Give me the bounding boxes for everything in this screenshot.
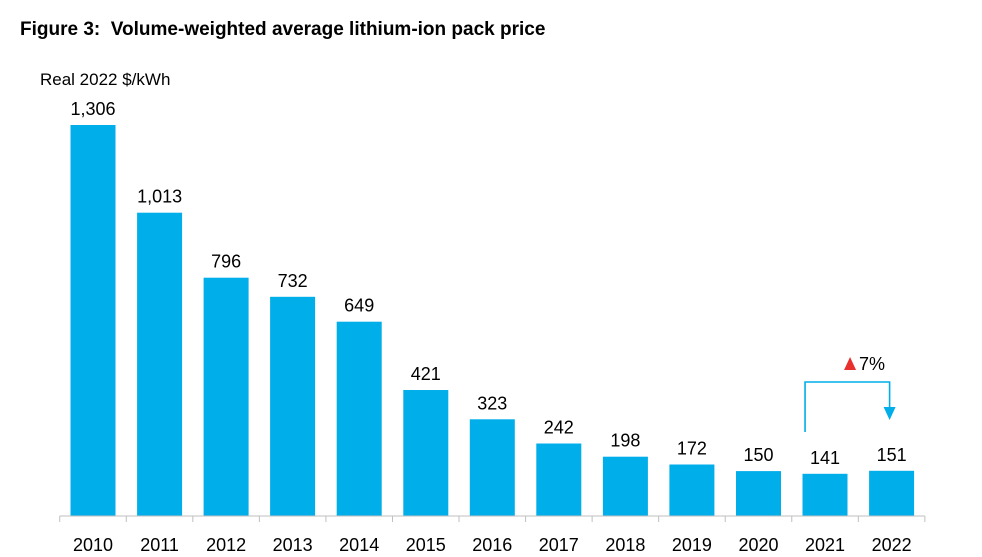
- value-label-2011: 1,013: [137, 187, 182, 207]
- bar-2011: [137, 212, 183, 516]
- x-tick-label-2019: 2019: [672, 535, 712, 555]
- bar-2014: [336, 321, 382, 516]
- bar-2010: [70, 125, 116, 516]
- value-label-2021: 141: [810, 448, 840, 468]
- x-tick-label-2017: 2017: [539, 535, 579, 555]
- value-label-2015: 421: [411, 364, 441, 384]
- value-label-2019: 172: [677, 439, 707, 459]
- bar-2015: [403, 390, 449, 516]
- value-labels-group: 1,306 1,013 796 732 649 421 323 242 198 172 150 141…: [70, 99, 906, 468]
- x-tick-label-2020: 2020: [738, 535, 778, 555]
- change-percent-label: 7%: [859, 354, 885, 374]
- bar-2017: [536, 443, 582, 516]
- x-tick-label-2010: 2010: [73, 535, 113, 555]
- chart-title: Figure 3: Volume-weighted average lithiu…: [20, 19, 546, 40]
- value-label-2013: 732: [278, 271, 308, 291]
- change-annotation: 7%: [804, 354, 896, 432]
- arrow-down-icon: [883, 407, 896, 420]
- y-axis-unit-label: Real 2022 $/kWh: [40, 70, 171, 89]
- x-tick-label-2022: 2022: [872, 535, 912, 555]
- change-bracket-line: [804, 381, 891, 432]
- bar-2013: [270, 296, 316, 516]
- value-label-2022: 151: [877, 445, 907, 465]
- bars-group: [70, 125, 915, 516]
- value-label-2020: 150: [743, 445, 773, 465]
- x-tick-label-2018: 2018: [605, 535, 645, 555]
- value-label-2012: 796: [211, 252, 241, 272]
- value-label-2017: 242: [544, 418, 574, 438]
- x-tick-label-2015: 2015: [406, 535, 446, 555]
- x-tick-label-2011: 2011: [140, 535, 179, 555]
- up-triangle-icon: [844, 357, 857, 370]
- bar-2021: [802, 473, 848, 516]
- x-tick-label-2021: 2021: [805, 535, 845, 555]
- x-tick-label-2016: 2016: [472, 535, 512, 555]
- value-label-2010: 1,306: [70, 99, 115, 119]
- value-label-2018: 198: [610, 431, 640, 451]
- bar-2020: [736, 471, 781, 516]
- x-tick-label-2014: 2014: [339, 535, 379, 555]
- bar-2019: [669, 464, 715, 516]
- bar-2016: [469, 419, 515, 516]
- bar-2022: [869, 470, 915, 516]
- bar-2012: [203, 277, 249, 516]
- x-tick-label-2013: 2013: [273, 535, 313, 555]
- x-axis: 2010 2011 2012 2013 2014 2015 2016 2017 2018 2019…: [59, 515, 926, 555]
- value-label-2014: 649: [344, 296, 374, 316]
- value-label-2016: 323: [477, 393, 507, 413]
- bar-2018: [602, 456, 648, 516]
- x-tick-label-2012: 2012: [206, 535, 246, 555]
